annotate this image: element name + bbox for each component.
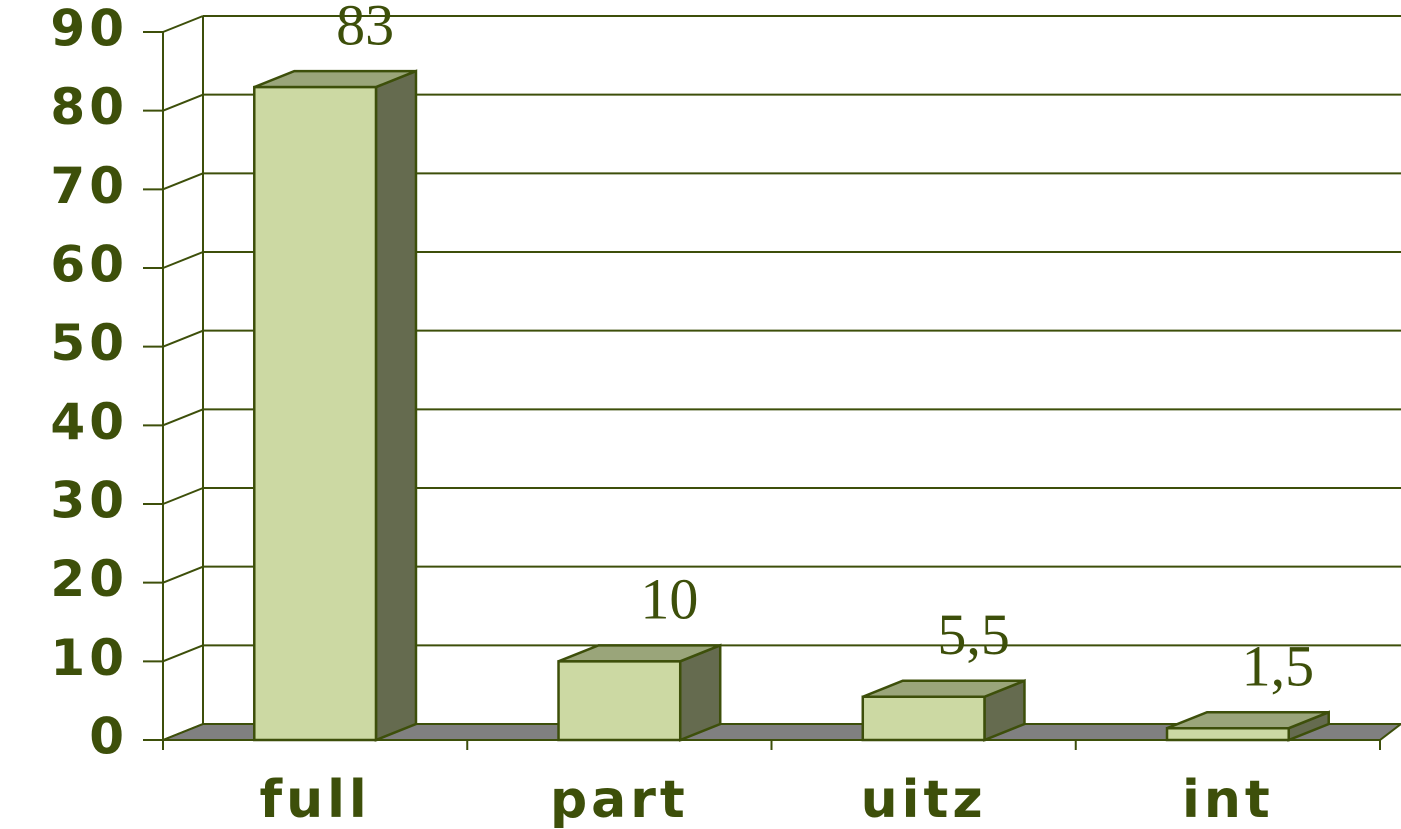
- bar-front: [557, 660, 682, 742]
- value-label: 5,5: [937, 602, 1010, 667]
- x-tick-label: uitz: [861, 770, 987, 829]
- bar: [861, 678, 1026, 742]
- y-tick-label: 60: [50, 236, 128, 294]
- bar-front: [861, 695, 986, 742]
- y-tick-label: 70: [50, 157, 128, 215]
- wall-tick: [162, 15, 204, 33]
- wall-tick: [162, 251, 204, 269]
- y-tick-label: 30: [50, 472, 128, 530]
- y-tick-label: 40: [50, 393, 128, 451]
- value-label: 83: [336, 0, 394, 57]
- wall-tick: [162, 408, 204, 427]
- value-label: 10: [640, 567, 698, 632]
- bar-front: [253, 85, 378, 742]
- y-tick-label: 80: [50, 78, 128, 136]
- y-tick-label: 10: [50, 629, 128, 687]
- wall-tick: [162, 329, 204, 348]
- y-tick-label: 50: [50, 314, 128, 372]
- bar: [1165, 710, 1330, 742]
- x-tick-label: int: [1182, 770, 1274, 829]
- bar: [557, 643, 722, 742]
- wall-tick: [162, 723, 204, 741]
- value-label: 1,5: [1242, 634, 1315, 699]
- y-tick-label: 0: [89, 708, 128, 766]
- wall-tick: [162, 644, 204, 663]
- bar-front: [1165, 726, 1290, 742]
- bar: [253, 69, 418, 742]
- wall-tick: [162, 93, 204, 112]
- y-tick-label: 90: [50, 0, 128, 58]
- x-tick-label: part: [550, 770, 689, 829]
- y-tick-label: 20: [50, 550, 128, 608]
- wall-tick: [162, 487, 204, 505]
- wall-tick: [162, 172, 204, 191]
- wall-tick: [162, 565, 204, 584]
- bar-side: [374, 69, 418, 742]
- x-tick-label: full: [259, 770, 370, 829]
